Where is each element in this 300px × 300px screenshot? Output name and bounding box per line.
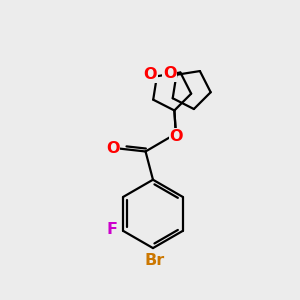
Text: O: O bbox=[163, 66, 177, 81]
Text: Br: Br bbox=[144, 253, 165, 268]
Text: O: O bbox=[170, 129, 183, 144]
Text: O: O bbox=[144, 67, 157, 82]
Text: O: O bbox=[106, 141, 120, 156]
Text: F: F bbox=[106, 222, 118, 237]
